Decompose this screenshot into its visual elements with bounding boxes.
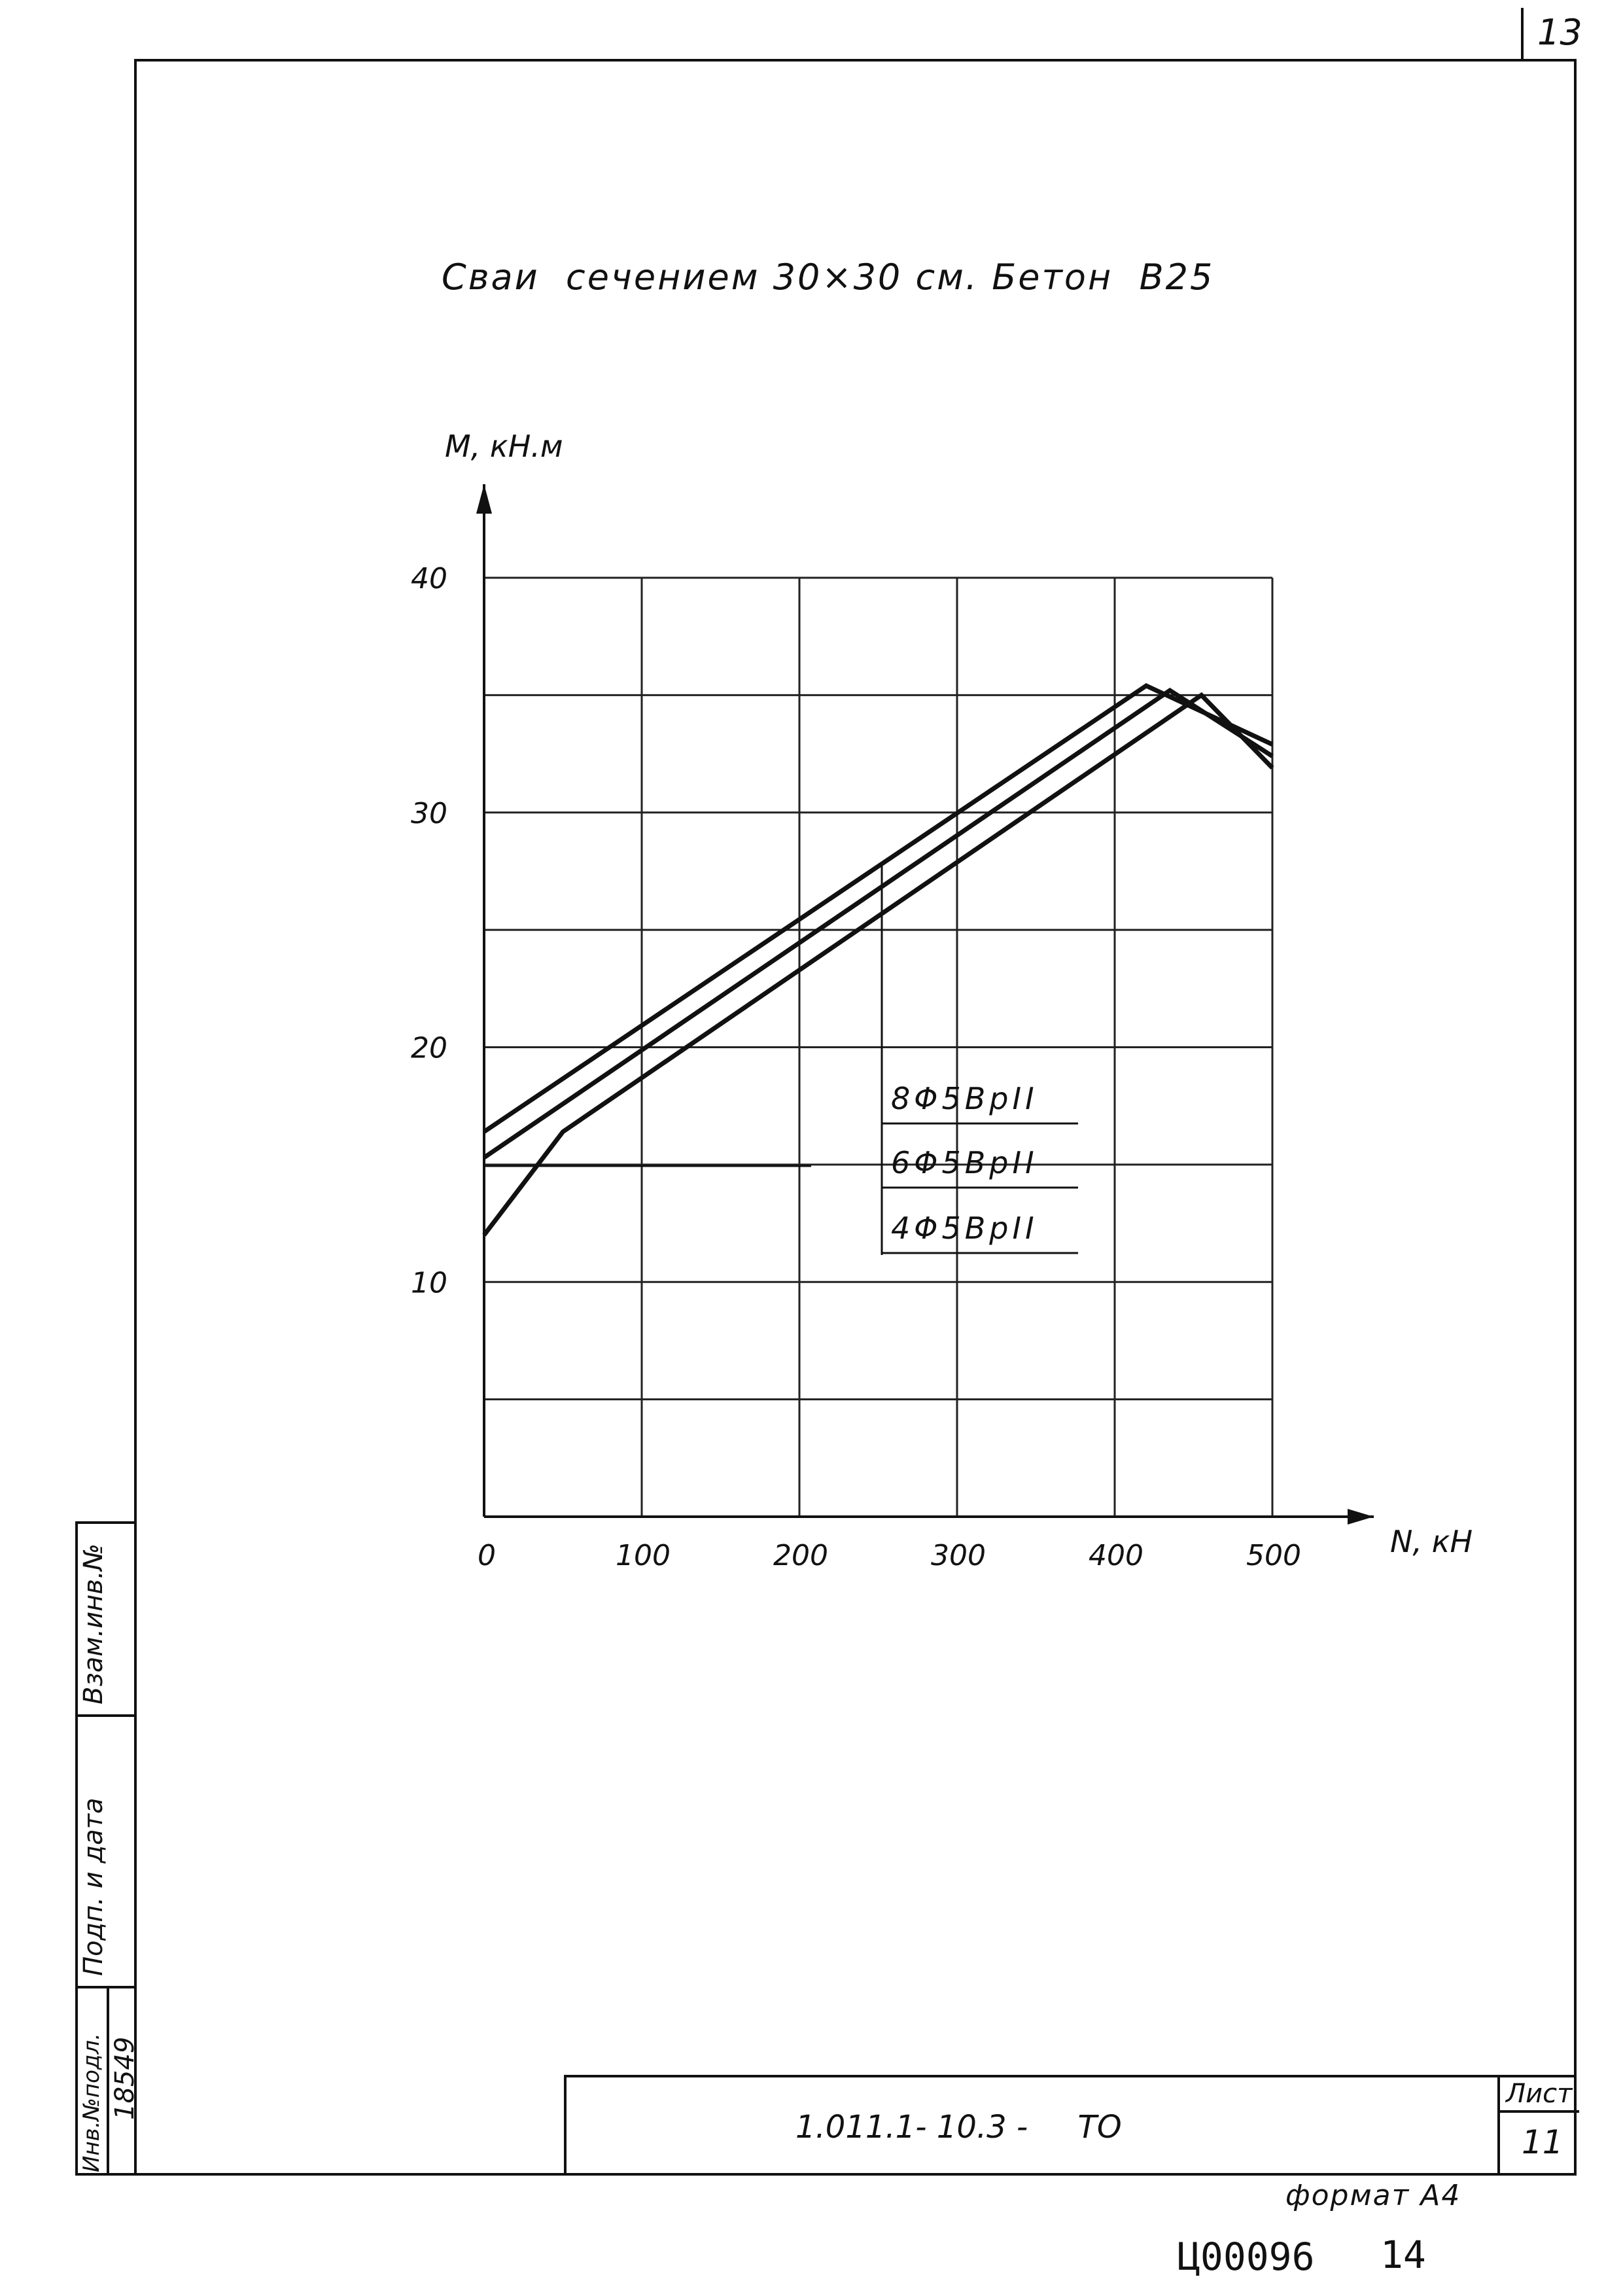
replace-inv-label: Взам.инв.№: [79, 1543, 109, 1704]
archive-code: Ц00096: [1178, 2234, 1315, 2279]
x-axis-arrow: [1348, 1509, 1374, 1525]
y-tick-label: 40: [411, 562, 447, 595]
side-stamp-sep-2: [75, 1714, 137, 1717]
frame-right-line: [1574, 59, 1577, 2176]
inv-original-label: Инв.№подл.: [79, 2033, 105, 2172]
side-stamp: [75, 1521, 134, 2176]
designation: 1.011.1- 10.3 - ТО: [795, 2109, 1122, 2146]
sheet-cell: [1497, 2075, 1500, 2176]
y-tick-label: 30: [411, 797, 447, 830]
x-tick-label: 100: [616, 1539, 671, 1572]
sign-date-label: Подп. и дата: [79, 1797, 109, 1976]
corner-number: 13: [1537, 12, 1582, 53]
frame-top-line: [134, 59, 1577, 62]
y-tick-label: 10: [411, 1266, 447, 1299]
legend-label: 8Φ5ВрII: [891, 1081, 1038, 1116]
sheet-header: Лист: [1506, 2079, 1573, 2109]
archive-sheet: 14: [1380, 2233, 1426, 2277]
series-line-2: [483, 688, 1274, 1160]
sheet-cell-divider: [1497, 2110, 1579, 2113]
x-tick-label: 500: [1246, 1539, 1301, 1572]
x-tick-label: 400: [1089, 1539, 1143, 1572]
legend-label: 4Φ5ВрII: [891, 1210, 1038, 1246]
y-tick-label: 20: [411, 1032, 447, 1065]
legend-label: 6Φ5ВрII: [891, 1145, 1038, 1180]
frame-bottom-line: [75, 2173, 1577, 2176]
frame-left-line: [134, 59, 137, 2176]
page-title: Сваи сечением 30×30 см. Бетон В25: [442, 256, 1215, 298]
x-tick-label: 200: [773, 1539, 828, 1572]
chart: 0 100 200 300 400 500 10 20 30 40 N, кН M, кН.м 8Φ5В…: [411, 429, 1473, 1572]
side-stamp-sep-1: [75, 1986, 137, 1988]
sheet-number: 11: [1522, 2123, 1563, 2161]
series-line-3: [482, 692, 1274, 1237]
x-tick-label: 0: [478, 1539, 496, 1572]
corner-divider: [1521, 8, 1524, 59]
side-stamp-inner-line: [107, 1986, 109, 2176]
x-tick-label: 300: [931, 1539, 986, 1572]
format-label: формат А4: [1285, 2179, 1461, 2212]
y-axis-label: M, кН.м: [445, 429, 563, 464]
inv-original-value: 18549: [110, 2036, 140, 2120]
series-line-1: [483, 683, 1274, 1134]
title-block: 1.011.1- 10.3 - ТО Лист 11: [564, 2075, 1579, 2176]
x-axis-label: N, кН: [1390, 1524, 1473, 1559]
y-axis-arrow: [476, 484, 492, 514]
